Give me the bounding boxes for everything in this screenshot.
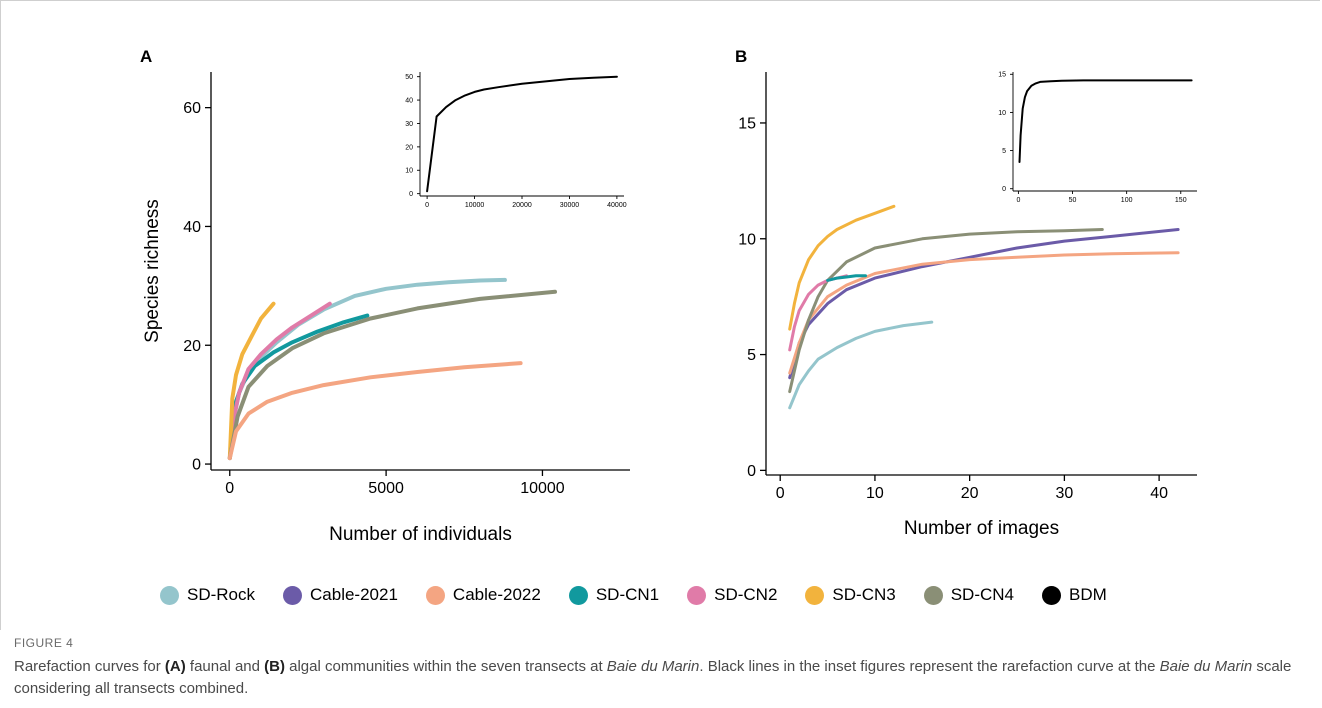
legend-item-sd-cn3: SD-CN3 (805, 585, 896, 605)
legend-item-sd-cn4: SD-CN4 (923, 585, 1015, 605)
caption-part: . Black lines in the inset figures repre… (699, 658, 1160, 675)
b-inset-x-tick-label: 100 (1121, 197, 1133, 204)
b-y-tick-label: 10 (738, 231, 756, 248)
b-inset-y-tick-label: 5 (1002, 148, 1006, 155)
a-inset-y-tick-label: 50 (405, 74, 413, 81)
caption-site-name: Baie du Marin (1159, 658, 1253, 675)
a-inset-x-tick-label: 10000 (465, 202, 485, 209)
a-inset-x-tick-label: 40000 (607, 202, 627, 209)
legend-label: BDM (1069, 585, 1107, 604)
b-inset-x-tick-label: 0 (1016, 197, 1020, 204)
b-x-axis-label: Number of images (904, 518, 1059, 539)
legend-swatch (283, 585, 303, 605)
a-x-tick-label: 5000 (368, 480, 404, 497)
a-x-axis-label: Number of individuals (329, 524, 512, 545)
a-inset-x-tick-label: 20000 (512, 202, 532, 209)
a-series-line-sd-cn2 (227, 301, 332, 461)
b-inset-y-tick-label: 0 (1002, 186, 1006, 193)
b-inset-x-tick-label: 150 (1175, 197, 1187, 204)
caption-site-name: Baie du Marin (606, 658, 700, 675)
legend-label: SD-CN2 (714, 585, 778, 604)
legend-swatch (687, 585, 707, 605)
caption-panel-b-ref: (B) (264, 658, 285, 675)
legend-item-cable-2022: Cable-2022 (425, 585, 541, 605)
legend-item-cable-2021: Cable-2021 (283, 585, 398, 605)
a-series-line-cable-2022 (227, 361, 523, 461)
b-x-tick-label: 20 (961, 485, 979, 502)
b-y-tick-label: 5 (747, 347, 756, 364)
panel-label-a: A (140, 47, 152, 66)
legend-swatch (805, 585, 825, 605)
legend-item-sd-cn1: SD-CN1 (568, 585, 660, 605)
b-series-line-sd-rock (788, 320, 934, 410)
a-inset-y-tick-label: 30 (405, 121, 413, 128)
legend-swatch (160, 585, 179, 605)
a-y-tick-label: 0 (192, 457, 201, 474)
a-x-tick-label: 0 (225, 480, 234, 497)
figure-label: FIGURE 4 (14, 636, 74, 650)
legend: SD-Rock Cable-2021 Cable-2022 SD-CN1 SD-CN2 S… (160, 583, 1135, 607)
b-x-tick-label: 0 (776, 485, 785, 502)
a-y-axis-label: Species richness (142, 199, 163, 343)
legend-label: Cable-2022 (452, 585, 541, 604)
frame-left-rule (0, 0, 1, 630)
b-series-line-sd-cn4 (788, 228, 1104, 394)
figure-caption: FIGURE 4 Rarefaction curves for (A) faun… (14, 636, 1314, 700)
a-y-tick-label: 20 (183, 338, 201, 355)
b-series-line-cable-2021 (788, 228, 1180, 380)
a-inset-series-line-bdm (426, 75, 618, 193)
legend-label: SD-CN3 (832, 585, 896, 604)
b-x-tick-label: 30 (1055, 485, 1073, 502)
b-series-line-sd-cn3 (788, 204, 896, 331)
frame-top-rule (0, 0, 1320, 1)
b-series-line-cable-2022 (788, 251, 1180, 375)
a-inset-y-tick-label: 10 (405, 168, 413, 175)
legend-label: SD-CN4 (950, 585, 1015, 604)
b-inset-y-tick-label: 15 (998, 72, 1006, 79)
legend-label: SD-CN1 (595, 585, 660, 604)
b-series-line-sd-cn1 (826, 274, 867, 282)
legend-item-bdm: BDM (1042, 585, 1107, 605)
a-inset-y-tick-label: 0 (409, 191, 413, 198)
b-y-tick-label: 15 (738, 116, 756, 133)
legend-swatch (568, 585, 588, 605)
legend-item-sd-rock: SD-Rock (160, 585, 255, 605)
b-inset-series-line-bdm (1018, 79, 1193, 163)
panel-label-b: B (735, 47, 747, 66)
caption-text: Rarefaction curves for (A) faunal and (B… (14, 656, 1314, 700)
a-inset-x-tick-label: 30000 (560, 202, 580, 209)
a-x-tick-label: 10000 (520, 480, 565, 497)
b-x-tick-label: 10 (866, 485, 884, 502)
b-y-tick-label: 0 (747, 463, 756, 480)
legend-swatch (425, 585, 445, 605)
caption-part: scale considering all transects combined… (14, 658, 1292, 697)
a-inset-y-tick-label: 40 (405, 98, 413, 105)
legend-label: Cable-2021 (310, 585, 398, 604)
legend-label: SD-Rock (187, 585, 256, 604)
a-series-line-sd-cn3 (227, 301, 276, 461)
a-inset-x-tick-label: 0 (425, 202, 429, 209)
caption-part: Rarefaction curves for (14, 658, 165, 675)
b-inset-y-tick-label: 10 (998, 110, 1006, 117)
caption-part: algal communities within the seven trans… (284, 658, 607, 675)
a-series-line-sd-cn4 (227, 289, 557, 461)
b-x-tick-label: 40 (1150, 485, 1168, 502)
legend-item-sd-cn2: SD-CN2 (687, 585, 777, 605)
a-y-tick-label: 40 (183, 219, 201, 236)
legend-swatch (1042, 585, 1062, 605)
legend-swatch (923, 585, 943, 605)
a-inset-y-tick-label: 20 (405, 144, 413, 151)
caption-panel-a-ref: (A) (164, 658, 186, 675)
caption-part: faunal and (185, 658, 265, 675)
a-y-tick-label: 60 (183, 100, 201, 117)
b-inset-x-tick-label: 50 (1069, 197, 1077, 204)
